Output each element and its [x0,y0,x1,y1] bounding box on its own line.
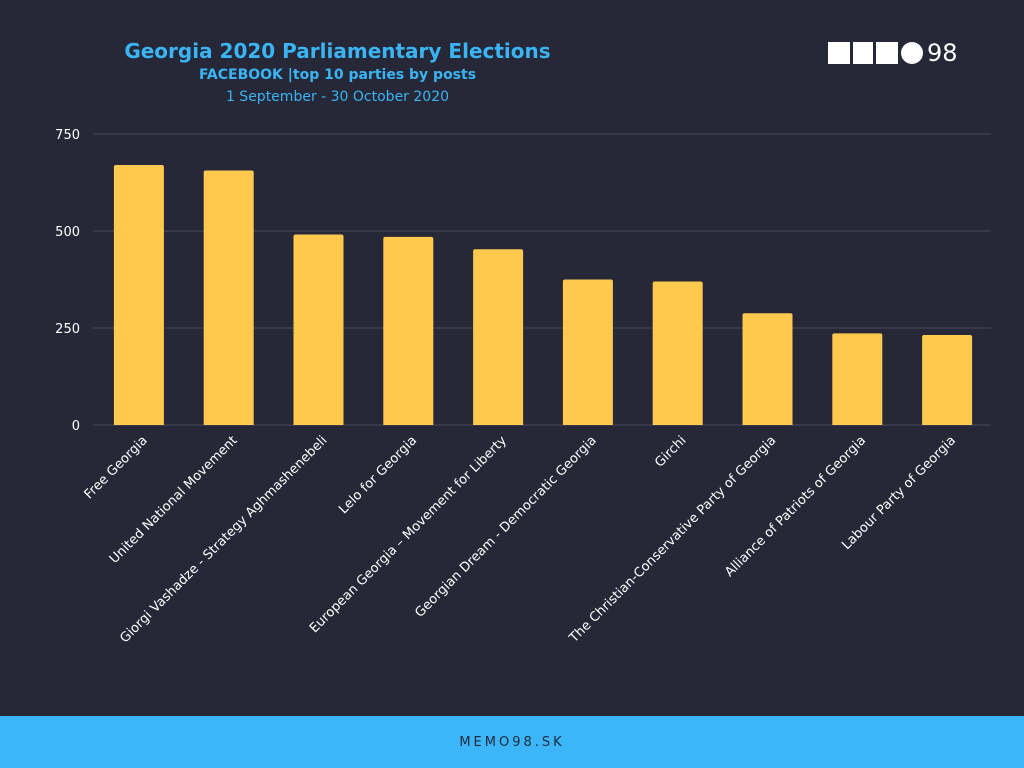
y-tick-label: 250 [55,322,80,337]
logo-block-o [901,42,923,64]
bar [922,334,973,425]
y-tick-label: 750 [55,128,80,143]
x-category-label: Girchi [652,433,689,470]
bar [742,313,793,425]
bar [562,279,613,425]
bar [832,333,883,425]
y-tick-label: 500 [55,225,80,240]
footer-bar: MEMO98.SK [0,716,1024,768]
bar [383,236,434,425]
y-axis: 0 250 500 750 [55,128,80,434]
x-category-label: The Christian-Conservative Party of Geor… [566,433,779,646]
chart-title: Georgia 2020 Parliamentary Elections [124,39,551,63]
logo-number: 98 [927,39,958,67]
footer-text: MEMO98.SK [459,734,565,750]
logo-block-m2 [876,42,898,64]
y-tick-label: 0 [72,419,80,434]
logo-block-e [853,42,873,64]
x-category-label: Giorgi Vashadze - Strategy Aghmashenebel… [117,433,330,646]
x-category-label: Georgian Dream - Democratic Georgia [412,433,599,620]
title-block: Georgia 2020 Parliamentary Elections FAC… [100,38,575,108]
x-category-label: Alliance of Patriots of Georgia [722,433,869,580]
bar [203,170,254,425]
bar [473,249,524,425]
x-category-label: Lelo for Georgia [336,433,420,517]
bar [652,281,703,425]
bar [293,234,344,425]
bars [113,165,973,426]
chart-canvas: Georgia 2020 Parliamentary Elections FAC… [0,0,1024,716]
memo98-logo: 98 [828,40,958,66]
x-category-label: European Georgia – Movement for Liberty [307,433,510,636]
chart-subtitle: FACEBOOK |top 10 parties by posts [198,67,477,83]
x-category-label: Free Georgia [82,433,151,502]
logo-block-m1 [828,42,850,64]
bar [113,165,164,426]
chart-daterange: 1 September - 30 October 2020 [225,89,450,105]
